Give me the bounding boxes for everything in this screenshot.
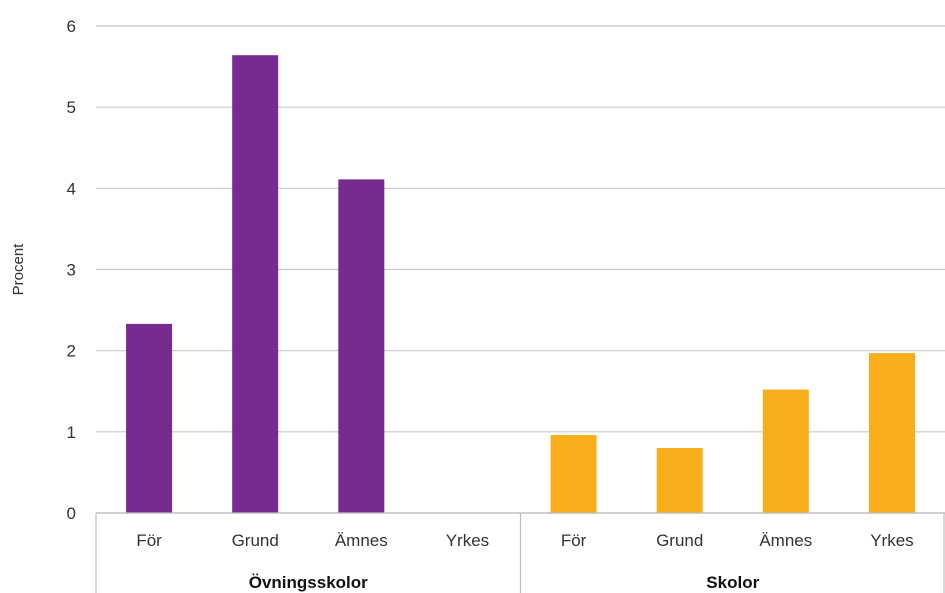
bar (232, 55, 279, 513)
y-tick-label: 5 (67, 98, 76, 117)
bar (126, 323, 173, 513)
x-axis: För Grund Ämnes Yrkes Övningsskolor För Grund Ä… (95, 512, 945, 593)
y-tick-label: 2 (67, 342, 76, 361)
bar (762, 389, 809, 513)
y-axis-ticks: 0 1 2 3 4 5 6 (67, 17, 76, 523)
gridlines (96, 25, 945, 514)
x-category-label: Grund (232, 531, 279, 550)
x-group-label: Skolor (706, 573, 759, 592)
bar (550, 435, 597, 513)
x-category-label: Grund (656, 531, 703, 550)
y-tick-label: 1 (67, 423, 76, 442)
bar (868, 353, 915, 513)
x-category-label: Yrkes (870, 531, 913, 550)
y-tick-label: 6 (67, 17, 76, 36)
y-tick-label: 4 (67, 179, 76, 198)
x-category-label: För (136, 531, 162, 550)
bar (338, 179, 385, 513)
y-tick-label: 3 (67, 261, 76, 280)
x-category-label: För (561, 531, 587, 550)
y-axis-title: Procent (10, 243, 27, 296)
x-category-label: Yrkes (446, 531, 489, 550)
x-category-label: Ämnes (759, 531, 812, 550)
x-category-label: Ämnes (335, 531, 388, 550)
bars (126, 55, 915, 513)
x-group-label: Övningsskolor (249, 573, 368, 592)
y-tick-label: 0 (67, 504, 76, 523)
bar (656, 448, 703, 513)
